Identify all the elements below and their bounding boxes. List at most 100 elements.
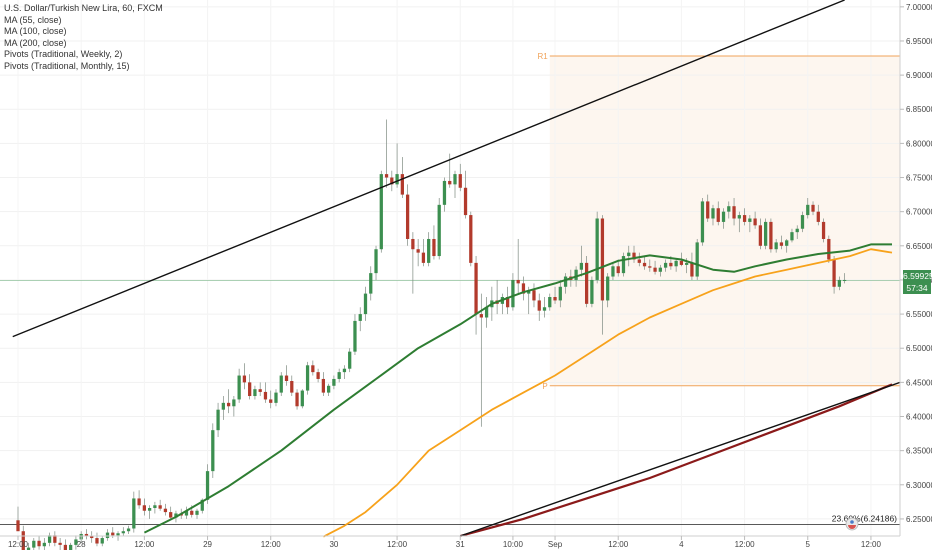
x-tick-label: 4 (679, 540, 684, 549)
price-axis[interactable]: 6.25000 6.30000 6.35000 6.40000 6.45000 6.500… (900, 3, 932, 524)
candle-body (842, 279, 847, 281)
candle-body (574, 269, 578, 280)
candle-body (627, 252, 631, 257)
candle-body (690, 262, 694, 277)
candle-body (116, 533, 120, 536)
candle-body (147, 508, 152, 511)
candle-body (184, 510, 189, 516)
candle-body (611, 266, 615, 277)
candle-body (337, 372, 341, 379)
candle-body (427, 238, 431, 263)
candle-body (537, 300, 541, 311)
candle-body (685, 262, 689, 265)
candle-body (790, 232, 794, 241)
candle-body (832, 259, 836, 287)
legend-pivots-weekly[interactable]: Pivots (Traditional, Weekly, 2) (4, 49, 123, 59)
x-tick-label: 12:00 (608, 540, 629, 549)
candle-body (379, 174, 383, 250)
x-tick-label: 29 (203, 540, 212, 549)
candle-body (800, 215, 805, 229)
y-tick-label: 6.35000 (906, 447, 932, 456)
candle-body (195, 510, 199, 515)
candle-body (290, 381, 294, 393)
x-tick-label: 12:00 (261, 540, 282, 549)
y-tick-label: 6.70000 (906, 208, 932, 217)
candle-body (32, 540, 36, 548)
candle-body (232, 399, 236, 407)
legend-ma100[interactable]: MA (100, close) (4, 26, 67, 36)
candle-body (821, 221, 826, 239)
candle-body (532, 290, 536, 301)
candle-body (384, 174, 389, 178)
candle-body (100, 538, 104, 544)
candle-body (579, 262, 583, 270)
y-tick-label: 6.30000 (906, 481, 932, 490)
candle-body (74, 539, 78, 545)
legend-pivots-monthly[interactable]: Pivots (Traditional, Monthly, 15) (4, 60, 130, 71)
candle-body (111, 532, 115, 536)
x-tick-label: 10:00 (503, 540, 524, 549)
candle-body (674, 260, 678, 267)
candle-body (742, 215, 747, 222)
legend-ma55[interactable]: MA (55, close) (4, 14, 62, 25)
candle-body (311, 365, 315, 373)
candle-body (95, 538, 99, 544)
candle-body (595, 218, 599, 280)
candle-body (432, 238, 436, 257)
candle-body (300, 390, 304, 407)
y-tick-label: 6.90000 (906, 71, 932, 80)
candle-body (90, 536, 94, 539)
candle-body (658, 267, 662, 272)
candle-body (484, 307, 489, 318)
candle-body (553, 297, 557, 301)
candle-body (358, 314, 362, 321)
candle-body (284, 375, 289, 382)
candle-body (221, 402, 225, 410)
candle-body (753, 218, 757, 226)
bar-countdown-badge: 57:34 (903, 282, 931, 295)
candle-body (827, 238, 831, 260)
candle-body (837, 279, 841, 287)
candle-body (795, 228, 799, 233)
candle-body (226, 402, 231, 407)
candle-body (527, 290, 531, 294)
candle-body (153, 505, 157, 509)
pivot-label-p: P (542, 382, 547, 391)
candle-body (653, 267, 657, 272)
candle-body (237, 375, 241, 400)
candle-body (21, 531, 25, 550)
candle-body (16, 520, 20, 532)
x-tick-label: 28 (77, 540, 86, 549)
candle-body (453, 174, 457, 185)
y-tick-label: 6.95000 (906, 37, 932, 46)
candle-body (748, 218, 752, 222)
candle-body (200, 499, 204, 511)
candle-body (474, 262, 478, 315)
candle-body (411, 238, 415, 250)
candle-body (353, 320, 357, 352)
candle-body (84, 533, 89, 536)
ma200-line (460, 383, 893, 538)
ma100-line (322, 248, 893, 538)
candle-body (616, 266, 620, 274)
candle-body (785, 240, 789, 246)
candle-body (205, 471, 210, 500)
candle-body (606, 276, 610, 301)
legend-symbol: U.S. Dollar/Turkish New Lira, 60, FXCM (4, 3, 163, 13)
time-axis[interactable]: 12:00 28 12:00 29 12:00 30 12:00 31 10:00 Sep 12:0… (8, 536, 932, 549)
candle-body (542, 307, 547, 311)
candle-body (137, 498, 141, 506)
candle-body (47, 535, 52, 543)
candle-body (242, 375, 247, 383)
candle-body (806, 204, 810, 216)
candle-body (721, 211, 726, 222)
legend-ma200[interactable]: MA (200, close) (4, 37, 67, 48)
candle-body (437, 204, 441, 257)
candle-body (716, 208, 720, 222)
candle-body (321, 378, 326, 393)
candle-body (142, 505, 146, 511)
candle-body (53, 535, 57, 543)
candle-body (369, 273, 373, 294)
